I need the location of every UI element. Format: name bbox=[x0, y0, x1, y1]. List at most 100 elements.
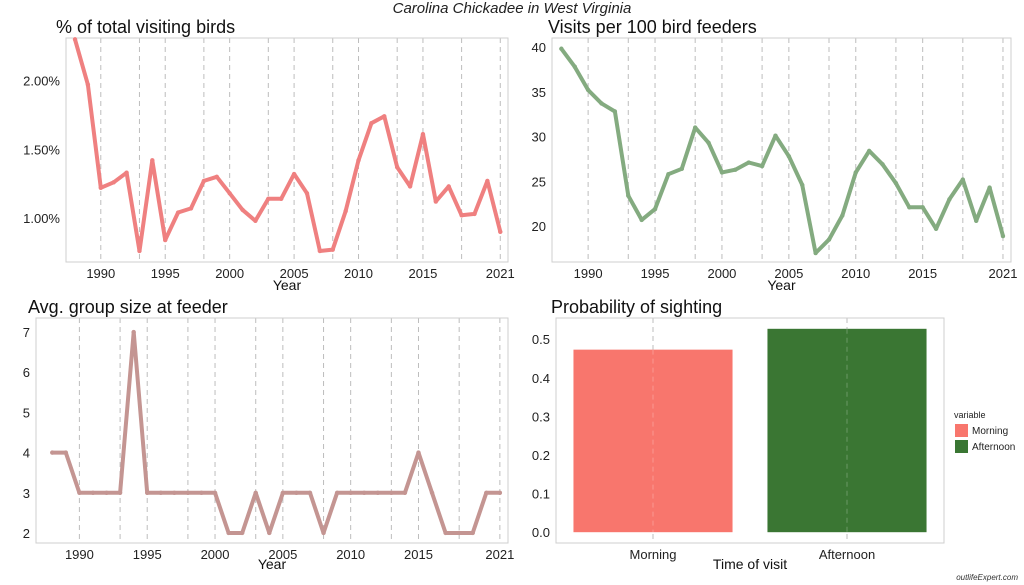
prob-title: Probability of sighting bbox=[551, 297, 722, 317]
group-point bbox=[416, 450, 421, 455]
visits-point bbox=[679, 166, 685, 172]
pct-point bbox=[330, 247, 335, 252]
pct-point bbox=[227, 191, 232, 196]
pct-title: % of total visiting birds bbox=[56, 17, 235, 37]
pct-xtick-label: 2021 bbox=[486, 266, 515, 281]
group-point bbox=[321, 530, 326, 536]
pct-panel: % of total visiting birds 1.00% 1.50% 2.00%… bbox=[23, 17, 515, 293]
pct-point bbox=[394, 164, 400, 170]
group-panel: Avg. group size at feeder 2 3 4 5 6 7 1990 1995 2… bbox=[23, 297, 515, 572]
visits-xtick-label: 2010 bbox=[841, 266, 870, 281]
pct-point bbox=[356, 158, 361, 163]
visits-ytick-label: 30 bbox=[532, 130, 546, 145]
visits-point bbox=[652, 206, 658, 212]
group-point bbox=[348, 490, 353, 495]
group-title: Avg. group size at feeder bbox=[28, 297, 228, 317]
visits-point bbox=[626, 193, 631, 198]
visits-point bbox=[692, 125, 698, 130]
group-point bbox=[77, 490, 82, 495]
pct-point bbox=[382, 114, 387, 119]
pct-point bbox=[201, 178, 207, 184]
prob-ytick-label: 0.4 bbox=[532, 371, 550, 386]
visits-point bbox=[826, 237, 832, 242]
pct-series-line bbox=[73, 37, 503, 253]
pct-point bbox=[188, 206, 194, 211]
visits-point bbox=[773, 133, 778, 138]
group-point bbox=[294, 490, 299, 495]
group-point bbox=[239, 530, 245, 536]
group-point bbox=[117, 490, 123, 495]
group-point bbox=[497, 490, 503, 495]
group-point bbox=[429, 490, 435, 495]
group-xtick-label: 1990 bbox=[65, 547, 94, 562]
pct-point bbox=[420, 131, 426, 137]
group-point bbox=[470, 530, 475, 536]
visits-ytick-label: 40 bbox=[532, 40, 546, 55]
visits-point bbox=[746, 160, 751, 165]
visits-point bbox=[572, 64, 577, 69]
visits-point bbox=[666, 171, 671, 177]
pct-point bbox=[343, 208, 348, 214]
group-point bbox=[145, 490, 150, 495]
group-point bbox=[362, 490, 367, 495]
group-point bbox=[104, 490, 109, 495]
visits-point bbox=[880, 162, 885, 167]
group-point bbox=[443, 530, 448, 536]
visits-ytick-label: 25 bbox=[532, 174, 546, 189]
visits-point bbox=[853, 170, 858, 175]
pct-xtick-label: 1990 bbox=[86, 266, 115, 281]
visits-point bbox=[719, 170, 725, 175]
visits-xtick-label: 1990 bbox=[574, 266, 603, 281]
visits-point bbox=[987, 185, 992, 190]
visits-xtick-label: 2000 bbox=[707, 266, 736, 281]
group-ytick-label: 2 bbox=[23, 526, 30, 541]
visits-ytick-label: 20 bbox=[532, 219, 546, 234]
prob-panel: Probability of sighting Morning Afternoon 0… bbox=[532, 297, 1015, 572]
figure-title: Carolina Chickadee in West Virginia bbox=[392, 0, 632, 17]
group-series-line bbox=[50, 330, 502, 535]
pct-point bbox=[124, 170, 129, 175]
prob-xtick-label: Afternoon bbox=[819, 547, 875, 562]
pct-ytick-label: 1.00% bbox=[23, 211, 60, 226]
visits-point bbox=[974, 218, 979, 223]
group-point bbox=[158, 490, 163, 495]
visits-point bbox=[813, 250, 818, 256]
visits-point bbox=[933, 226, 939, 232]
pct-point bbox=[407, 184, 413, 189]
prob-xlabel: Time of visit bbox=[713, 556, 787, 572]
pct-point bbox=[214, 174, 219, 179]
visits-point bbox=[1000, 233, 1006, 239]
pct-point bbox=[485, 178, 490, 184]
visits-point bbox=[947, 197, 952, 202]
legend-swatch bbox=[955, 424, 968, 437]
prob-ytick-label: 0.3 bbox=[532, 409, 550, 424]
pct-xtick-label: 2010 bbox=[344, 266, 373, 281]
legend-title: variable bbox=[954, 410, 986, 420]
prob-ytick-label: 0.5 bbox=[532, 332, 550, 347]
pct-xlabel: Year bbox=[273, 277, 302, 293]
visits-point bbox=[840, 213, 845, 218]
group-point bbox=[63, 450, 69, 455]
visits-xlabel: Year bbox=[767, 277, 796, 293]
prob-xtick-label: Morning bbox=[630, 547, 677, 562]
prob-bar-afternoon bbox=[767, 328, 927, 533]
pct-point bbox=[459, 213, 464, 218]
group-point bbox=[172, 490, 177, 495]
visits-point bbox=[599, 101, 604, 106]
pct-xtick-label: 2000 bbox=[215, 266, 244, 281]
group-frame bbox=[35, 317, 509, 544]
pct-point bbox=[304, 191, 310, 196]
visits-xtick-label: 1995 bbox=[641, 266, 670, 281]
visits-xtick-label: 2005 bbox=[774, 266, 803, 281]
group-point bbox=[212, 490, 218, 495]
pct-point bbox=[291, 171, 297, 177]
pct-point bbox=[446, 184, 451, 189]
group-point bbox=[50, 450, 55, 455]
group-xtick-label: 1995 bbox=[133, 547, 162, 562]
group-xtick-label: 2010 bbox=[336, 547, 365, 562]
group-ytick-label: 6 bbox=[23, 365, 30, 380]
pct-point bbox=[498, 229, 503, 234]
group-ytick-label: 7 bbox=[23, 325, 30, 340]
visits-point bbox=[759, 163, 765, 169]
